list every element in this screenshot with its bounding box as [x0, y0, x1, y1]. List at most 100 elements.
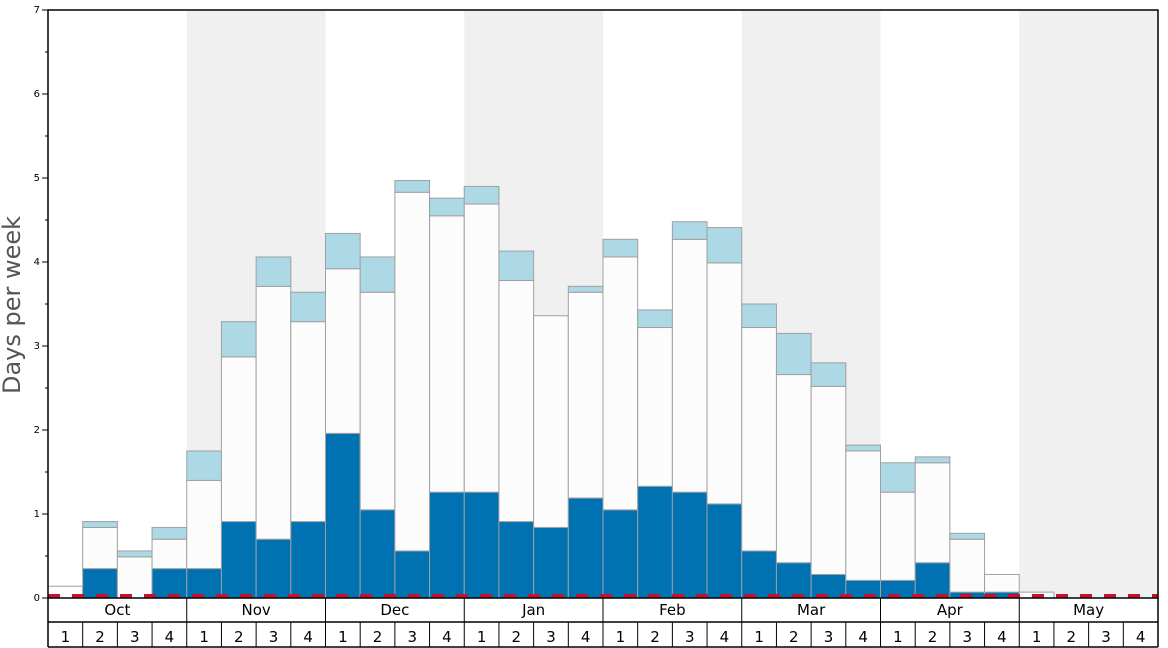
week-label: 1 — [1032, 628, 1042, 646]
bar-s3-27 — [949, 532, 986, 540]
month-label-dec: Dec — [380, 601, 409, 619]
bar-s3-8 — [290, 291, 326, 323]
bar-s2-28 — [984, 573, 1020, 593]
week-label: 3 — [130, 628, 140, 646]
label-group: 0 1 2 3 4 5 6 7 Oct 1 2 3 4 Nov 1 2 3 4 Dec 1 2 3 4 Jan 1 2 3 4 Feb 1… — [34, 5, 1146, 646]
week-label: 1 — [338, 628, 348, 646]
month-label-apr: Apr — [937, 601, 964, 619]
bar-s3-13 — [463, 185, 500, 205]
week-label: 2 — [928, 628, 938, 646]
month-label-mar: Mar — [797, 601, 826, 619]
week-label: 2 — [234, 628, 244, 646]
y-tick-label: 0 — [34, 593, 40, 604]
bar-s1-14 — [498, 521, 535, 599]
bar-s2-15 — [533, 315, 569, 528]
bar-s2-9 — [325, 268, 361, 434]
bar-s3-3 — [116, 550, 153, 558]
bar-s2-5 — [186, 479, 222, 570]
bar-s3-9 — [325, 232, 361, 270]
bar-s2-12 — [429, 215, 465, 493]
bar-s2-18 — [637, 327, 673, 487]
week-label: 1 — [199, 628, 209, 646]
bar-s1-16 — [567, 497, 604, 599]
week-label: 1 — [61, 628, 71, 646]
y-tick-label: 4 — [34, 257, 40, 268]
y-tick-label: 5 — [34, 173, 40, 184]
bar-s3-10 — [359, 256, 396, 293]
bar-s2-6 — [220, 356, 257, 523]
week-label: 2 — [512, 628, 522, 646]
bar-s2-17 — [602, 256, 639, 511]
month-label-jan: Jan — [521, 601, 545, 619]
week-label: 1 — [893, 628, 903, 646]
bar-s2-16 — [567, 291, 604, 499]
axis-group — [42, 9, 1159, 648]
bar-s1-4 — [151, 568, 188, 599]
bar-s3-6 — [220, 321, 257, 358]
bar-s3-11 — [394, 180, 431, 193]
bar-s3-24 — [845, 444, 881, 452]
week-label: 4 — [997, 628, 1007, 646]
bar-s3-26 — [914, 456, 951, 464]
bar-s3-14 — [498, 250, 535, 281]
bar-s1-19 — [671, 491, 708, 599]
bar-s2-27 — [949, 538, 986, 593]
week-label: 4 — [581, 628, 591, 646]
bar-s3-20 — [706, 227, 743, 264]
bar-s2-20 — [706, 262, 743, 505]
week-label: 4 — [165, 628, 175, 646]
week-label: 4 — [442, 628, 452, 646]
week-label: 3 — [824, 628, 834, 646]
bar-s1-9 — [325, 432, 361, 599]
bar-s1-6 — [220, 521, 257, 599]
bar-s1-8 — [290, 521, 326, 599]
bar-s2-23 — [810, 385, 847, 575]
week-label: 3 — [962, 628, 972, 646]
week-label: 1 — [616, 628, 626, 646]
week-label: 2 — [373, 628, 383, 646]
bar-s2-25 — [880, 491, 916, 581]
week-label: 4 — [858, 628, 868, 646]
bar-s3-25 — [880, 462, 916, 493]
bar-s3-12 — [429, 197, 465, 217]
bar-s2-26 — [914, 462, 951, 564]
week-label: 1 — [754, 628, 764, 646]
week-label: 4 — [720, 628, 730, 646]
bar-s3-4 — [151, 526, 188, 540]
bar-s1-17 — [602, 509, 639, 599]
bar-s2-13 — [463, 203, 500, 493]
bar-s1-2 — [82, 568, 118, 599]
week-label: 2 — [95, 628, 105, 646]
week-label: 3 — [546, 628, 556, 646]
bar-s3-7 — [255, 256, 292, 287]
bar-s3-16 — [567, 285, 604, 293]
bar-s2-24 — [845, 450, 881, 581]
month-label-may: May — [1073, 601, 1104, 619]
bar-s2-2 — [82, 526, 118, 570]
bar-s1-22 — [775, 562, 812, 599]
bar-s1-5 — [186, 568, 222, 599]
week-label: 4 — [1136, 628, 1146, 646]
week-label: 4 — [303, 628, 313, 646]
bar-s1-20 — [706, 503, 743, 599]
bar-s2-10 — [359, 291, 396, 511]
bar-s1-7 — [255, 538, 292, 599]
bar-s2-21 — [741, 327, 777, 552]
bar-s2-22 — [775, 374, 812, 564]
y-axis-label: Days per week — [0, 216, 26, 394]
bar-s2-8 — [290, 321, 326, 523]
month-shade-may — [1019, 10, 1158, 598]
bar-s3-2 — [82, 521, 118, 528]
bar-s1-10 — [359, 509, 396, 599]
bar-s3-22 — [775, 332, 812, 376]
bar-s3-19 — [671, 221, 708, 240]
bar-s3-17 — [602, 238, 639, 258]
bar-s1-15 — [533, 526, 569, 599]
bar-s2-4 — [151, 538, 188, 570]
bar-s1-12 — [429, 491, 465, 599]
bar-s3-5 — [186, 450, 222, 481]
bar-s2-11 — [394, 191, 431, 552]
y-tick-label: 7 — [34, 5, 40, 16]
bar-s1-21 — [741, 550, 777, 599]
